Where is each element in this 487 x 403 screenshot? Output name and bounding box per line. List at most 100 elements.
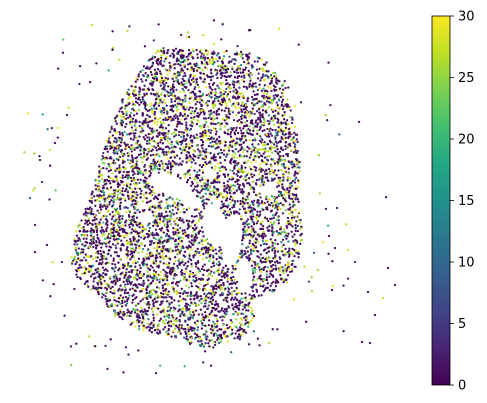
scatter-point [224, 75, 227, 78]
scatter-point [181, 87, 184, 91]
scatter-point [141, 69, 144, 72]
scatter-point [269, 148, 273, 152]
scatter-point [94, 184, 97, 187]
scatter-point [77, 247, 80, 250]
scatter-point [181, 259, 184, 262]
scatter-point [113, 117, 117, 120]
scatter-point [277, 234, 280, 237]
scatter-point [114, 266, 117, 269]
scatter-point [117, 188, 120, 192]
scatter-point [173, 128, 177, 131]
scatter-point [226, 180, 230, 183]
scatter-point [291, 219, 294, 222]
scatter-point [186, 134, 189, 137]
scatter-point [155, 313, 159, 316]
scatter-point [102, 293, 105, 297]
scatter-point [120, 239, 123, 242]
scatter-point [155, 249, 159, 252]
scatter-point [299, 218, 302, 222]
scatter-point [240, 108, 243, 111]
scatter-point [169, 215, 172, 218]
scatter-point [100, 286, 103, 290]
scatter-point [129, 111, 133, 115]
scatter-point [209, 300, 212, 303]
scatter-point [134, 187, 137, 190]
scatter-point [166, 77, 170, 80]
scatter-point [255, 110, 259, 113]
scatter-point [231, 58, 234, 61]
scatter-point [255, 179, 259, 182]
scatter-point [144, 180, 147, 183]
scatter-point [283, 188, 286, 191]
scatter-point [267, 101, 271, 104]
scatter-point [203, 58, 206, 61]
scatter-point [145, 142, 149, 145]
scatter-point [300, 238, 304, 242]
scatter-point [206, 151, 210, 154]
scatter-point [253, 60, 256, 63]
scatter-point [175, 211, 178, 215]
scatter-point [257, 116, 260, 120]
scatter-point [253, 151, 257, 154]
scatter-point [170, 217, 173, 220]
scatter-point [180, 151, 183, 155]
scatter-point [138, 143, 141, 147]
scatter-point [162, 289, 165, 292]
scatter-point [219, 124, 222, 127]
scatter-point [222, 92, 226, 96]
scatter-point [273, 143, 276, 146]
scatter-point [111, 205, 114, 208]
scatter-point [111, 215, 114, 218]
scatter-point [262, 260, 265, 264]
scatter-point [135, 112, 139, 115]
scatter-point [126, 206, 129, 210]
scatter-point [111, 142, 114, 145]
scatter-point [152, 288, 155, 292]
scatter-point [187, 316, 190, 319]
scatter-point [144, 168, 147, 172]
scatter-point [167, 204, 170, 207]
scatter-point [250, 264, 254, 267]
scatter-point [141, 224, 144, 227]
scatter-point [189, 273, 192, 276]
scatter-point [209, 289, 212, 292]
scatter-point [111, 292, 114, 295]
scatter-point [170, 98, 173, 101]
scatter-point [161, 319, 165, 322]
scatter-point [200, 153, 203, 157]
scatter-point [166, 171, 170, 174]
scatter-point [236, 156, 239, 159]
scatter-point [190, 214, 194, 218]
scatter-point [152, 153, 155, 157]
scatter-point [200, 342, 204, 346]
scatter-point [196, 136, 200, 139]
scatter-point [192, 69, 196, 73]
scatter-point [230, 321, 233, 325]
scatter-point [266, 282, 269, 285]
scatter-point [265, 70, 268, 73]
scatter-point [162, 133, 165, 137]
scatter-point [262, 249, 266, 252]
scatter-point [141, 316, 145, 319]
scatter-point [117, 296, 120, 300]
scatter-point [248, 242, 251, 245]
scatter-point [267, 70, 270, 73]
scatter-point [182, 263, 186, 267]
scatter-point [82, 228, 86, 231]
scatter-point [272, 257, 275, 260]
scatter-point [254, 121, 257, 124]
scatter-point [178, 157, 182, 160]
scatter-point [271, 108, 274, 111]
scatter-point [116, 224, 120, 227]
scatter-point [155, 51, 158, 55]
scatter-point [178, 102, 181, 106]
scatter-point [248, 147, 251, 150]
scatter-point [193, 224, 197, 227]
scatter-point [161, 64, 164, 68]
scatter-point [273, 177, 276, 180]
scatter-point [209, 249, 212, 252]
scatter-point [238, 168, 241, 172]
scatter-point [111, 210, 114, 214]
scatter-point [170, 143, 173, 146]
scatter-point [183, 272, 186, 276]
